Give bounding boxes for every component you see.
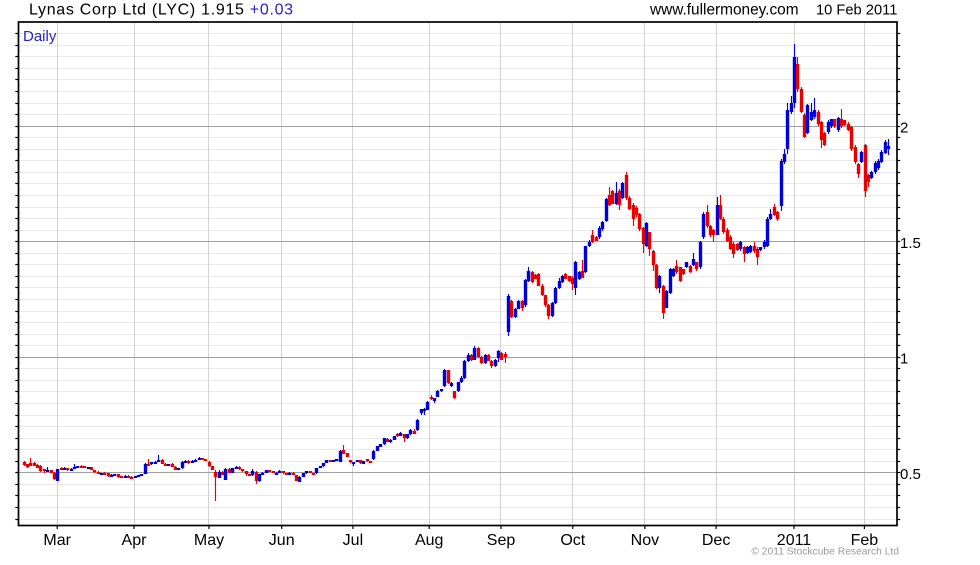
svg-text:Jul: Jul	[343, 532, 363, 549]
svg-text:Sep: Sep	[487, 532, 516, 549]
svg-text:Nov: Nov	[631, 532, 659, 549]
svg-text:www.fullermoney.com: www.fullermoney.com	[649, 2, 799, 19]
svg-text:1: 1	[900, 351, 908, 368]
svg-text:© 2011 Stockcube Research Ltd: © 2011 Stockcube Research Ltd	[751, 547, 899, 558]
svg-text:May: May	[194, 532, 224, 549]
svg-text:Mar: Mar	[43, 532, 71, 549]
svg-text:Aug: Aug	[415, 532, 443, 549]
svg-text:Apr: Apr	[122, 532, 148, 549]
svg-text:Lynas Corp Ltd (LYC) 1.915 +0.: Lynas Corp Ltd (LYC) 1.915 +0.03	[29, 2, 294, 19]
svg-text:Daily: Daily	[23, 28, 57, 45]
svg-text:2: 2	[900, 120, 908, 137]
svg-text:2011: 2011	[777, 532, 812, 549]
svg-text:Feb: Feb	[851, 532, 879, 549]
svg-text:0.5: 0.5	[900, 466, 921, 483]
svg-text:1.5: 1.5	[900, 235, 921, 252]
svg-text:Oct: Oct	[560, 532, 585, 549]
svg-text:10 Feb 2011: 10 Feb 2011	[816, 3, 897, 19]
svg-text:Jun: Jun	[269, 532, 295, 549]
svg-text:Dec: Dec	[702, 532, 730, 549]
